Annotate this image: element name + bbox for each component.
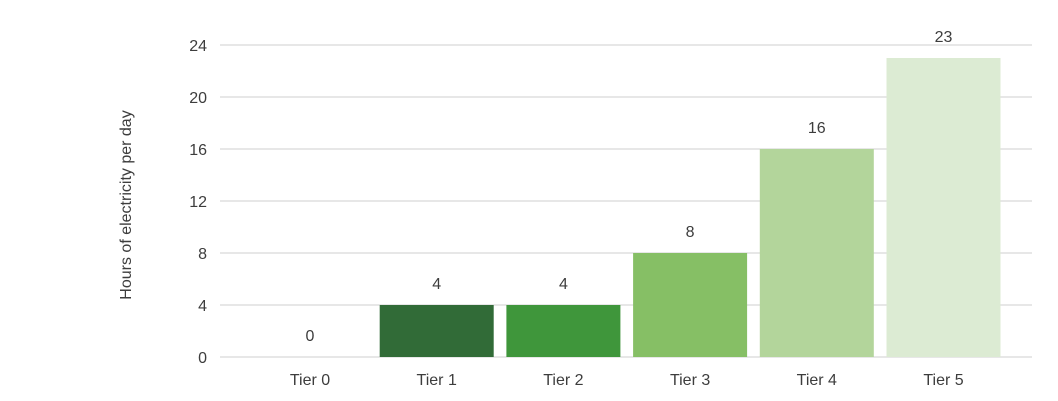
x-tick-label: Tier 1 [417,372,457,389]
x-tick-label: Tier 3 [670,372,710,389]
data-label: 8 [686,224,695,241]
bar-tier-4 [759,149,874,357]
data-label: 4 [559,276,568,293]
x-tick-label: Tier 2 [543,372,583,389]
bar-tier-1 [379,305,494,357]
y-tick-label: 0 [198,350,207,367]
bar-tier-2 [506,305,621,357]
bar-tier-3 [633,253,748,357]
bars [379,58,1001,357]
data-label: 16 [808,120,826,137]
x-tick-label: Tier 4 [797,372,837,389]
data-labels: 0 4 4 8 16 23 [306,29,953,345]
y-tick-label: 20 [189,90,207,107]
data-label: 4 [432,276,441,293]
x-axis-ticks: Tier 0 Tier 1 Tier 2 Tier 3 Tier 4 Tier 5 [290,372,964,389]
gridlines [220,44,1032,358]
y-tick-label: 24 [189,38,207,55]
x-tick-label: Tier 5 [923,372,963,389]
y-axis-title: Hours of electricity per day [118,110,135,299]
data-label: 23 [935,29,953,46]
y-tick-label: 16 [189,142,207,159]
bar-tier-5 [886,58,1001,357]
x-tick-label: Tier 0 [290,372,330,389]
y-axis-ticks: 0 4 8 12 16 20 24 [189,38,207,367]
y-tick-label: 12 [189,194,207,211]
y-tick-label: 4 [198,298,207,315]
data-label: 0 [306,328,315,345]
y-tick-label: 8 [198,246,207,263]
